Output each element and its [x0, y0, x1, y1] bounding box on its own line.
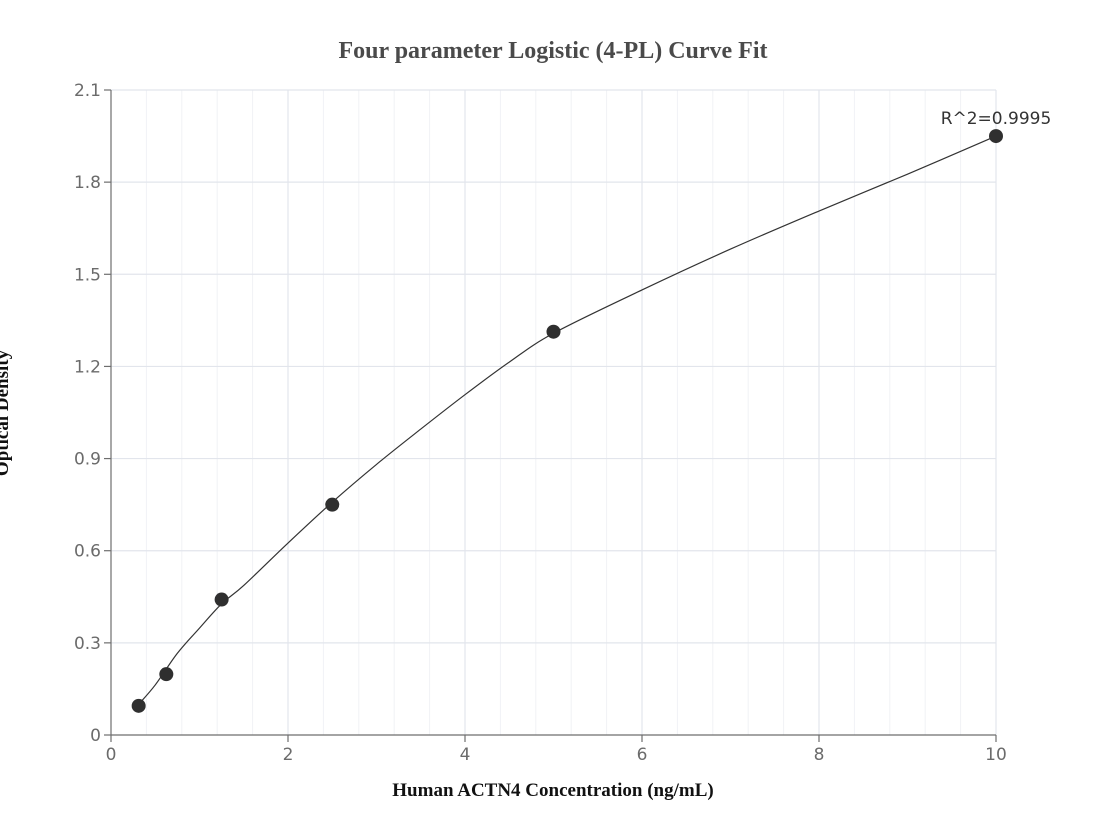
- y-tick-label: 1.5: [74, 265, 101, 285]
- x-tick-label: 0: [106, 745, 117, 765]
- x-tick-label: 6: [637, 745, 648, 765]
- y-tick-label: 0.3: [74, 634, 101, 654]
- x-tick-label: 10: [985, 745, 1007, 765]
- chart-title: Four parameter Logistic (4-PL) Curve Fit: [338, 38, 767, 64]
- y-tick-label: 1.8: [74, 173, 101, 193]
- data-point: [546, 324, 561, 339]
- x-tick-label: 2: [283, 745, 294, 765]
- y-tick-label: 1.2: [74, 357, 101, 377]
- y-tick-label: 0.9: [74, 450, 101, 470]
- axes: [104, 89, 997, 742]
- data-point: [214, 592, 229, 607]
- r-squared-annotation: R^2=0.9995: [941, 109, 1052, 129]
- y-axis-label: Optical Density: [0, 349, 13, 476]
- data-point: [325, 497, 340, 512]
- x-tick-label: 4: [460, 745, 471, 765]
- x-axis-label: Human ACTN4 Concentration (ng/mL): [392, 780, 713, 801]
- data-point: [131, 698, 146, 713]
- x-tick-label: 8: [814, 745, 825, 765]
- fit-curve-line: [138, 135, 997, 705]
- data-points: [131, 129, 1003, 713]
- fit-curve-group: [138, 135, 997, 705]
- y-tick-label: 0.6: [74, 542, 101, 562]
- tick-labels: 0 0.3 0.6 0.9 1.2 1.5 1.8 2.1 0 2 4 6 8 10: [74, 81, 1007, 765]
- y-tick-label: 2.1: [74, 81, 101, 101]
- data-point: [989, 129, 1003, 144]
- data-point: [159, 667, 174, 682]
- grid: [111, 89, 997, 735]
- y-tick-label: 0: [90, 726, 101, 746]
